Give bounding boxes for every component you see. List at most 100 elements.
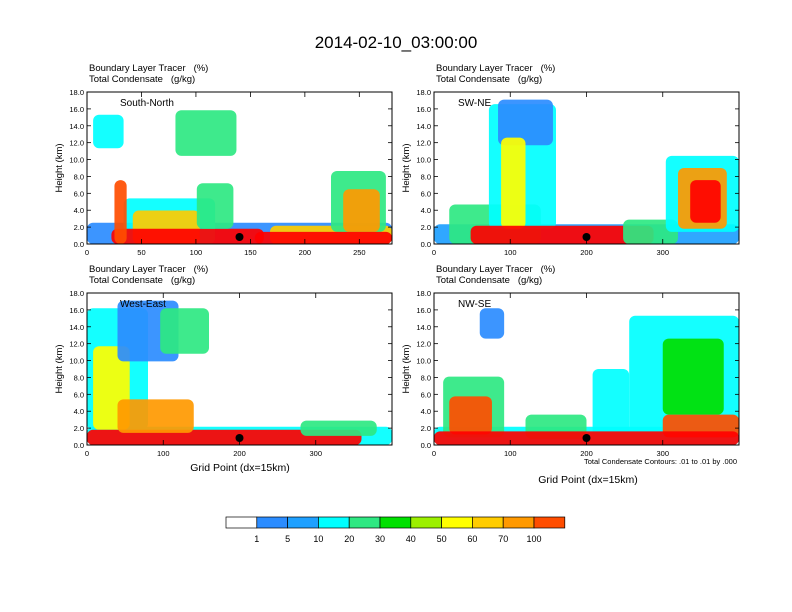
y-tick-label: 0.0 [74, 240, 84, 249]
x-tick-label: 0 [432, 449, 436, 458]
panel-3: 0.0 2.0 4.0 6.0 8.0 10.0 12.0 14.0 16.0 18.0 0 100 2… [69, 289, 393, 458]
x-tick-label: 100 [190, 248, 203, 257]
tracer-units: (%) [193, 264, 209, 275]
ylabel-panel3: Height (km) [54, 344, 65, 393]
y-tick-label: 0.0 [74, 441, 84, 450]
panel-name: South-North [120, 98, 174, 109]
y-tick-label: 8.0 [421, 373, 431, 382]
tracer-field [434, 99, 739, 244]
condensate-label: Total Condensate [436, 74, 510, 85]
xlabel-panel4: Grid Point (dx=15km) [538, 474, 638, 486]
x-tick-label: 300 [656, 449, 669, 458]
y-tick-label: 2.0 [421, 424, 431, 433]
colorbar-swatch [379, 516, 412, 529]
x-tick-label: 300 [309, 449, 322, 458]
colorbar-swatch [256, 516, 288, 529]
y-tick-label: 6.0 [421, 390, 431, 399]
colorbar-swatch [225, 516, 258, 529]
y-tick-label: 14.0 [69, 122, 84, 131]
y-tick-label: 0.0 [421, 240, 431, 249]
condensate-label: Total Condensate [436, 275, 510, 286]
y-tick-label: 0.0 [421, 441, 431, 450]
x-tick-label: 150 [244, 248, 257, 257]
tracer-region [175, 110, 237, 156]
panel4-header: Boundary Layer Tracer (%) Total Condensa… [436, 264, 555, 286]
y-tick-label: 10.0 [416, 156, 431, 165]
contour-note: Total Condensate Contours: .01 to .01 by… [584, 457, 737, 466]
condensate-label: Total Condensate [89, 275, 163, 286]
y-tick-label: 6.0 [74, 189, 84, 198]
colorbar-swatch [410, 516, 442, 529]
x-tick-label: 100 [157, 449, 170, 458]
condensate-label: Total Condensate [89, 74, 163, 85]
tracer-region [254, 231, 392, 244]
colorbar-label: 1 [254, 534, 259, 544]
x-tick-label: 50 [137, 248, 145, 257]
tracer-region [592, 369, 630, 438]
condensate-units: (g/kg) [170, 275, 196, 286]
y-tick-label: 10.0 [69, 357, 84, 366]
y-tick-label: 18.0 [69, 289, 84, 298]
tracer-region [300, 420, 377, 436]
tracer-region [117, 399, 194, 433]
tracer-region [87, 429, 362, 445]
panel-name: NW-SE [458, 299, 491, 310]
condensate-units: (g/kg) [517, 275, 543, 286]
colorbar-label: 10 [313, 534, 323, 544]
y-tick-label: 4.0 [421, 206, 431, 215]
y-tick-label: 8.0 [74, 373, 84, 382]
y-tick-label: 14.0 [416, 122, 431, 131]
y-tick-label: 16.0 [69, 306, 84, 315]
colorbar-label: 40 [406, 534, 416, 544]
panel1-header: Boundary Layer Tracer (%) Total Condensa… [89, 63, 208, 85]
tracer-region [114, 180, 127, 244]
y-tick-label: 2.0 [74, 223, 84, 232]
colorbar-swatch [318, 516, 350, 529]
tracer-region [498, 99, 553, 146]
y-tick-label: 2.0 [421, 223, 431, 232]
tracer-region [449, 396, 492, 435]
y-tick-label: 8.0 [421, 172, 431, 181]
y-tick-label: 18.0 [69, 88, 84, 97]
y-tick-label: 14.0 [69, 323, 84, 332]
colorbar-swatch [287, 516, 319, 529]
panel3-header: Boundary Layer Tracer (%) Total Condensa… [89, 264, 208, 286]
panel-name: SW-NE [458, 98, 491, 109]
x-tick-label: 250 [353, 248, 366, 257]
x-tick-label: 300 [656, 248, 669, 257]
condensate-units: (g/kg) [517, 74, 543, 85]
colorbar-swatch [533, 516, 566, 529]
colorbar-label: 5 [285, 534, 290, 544]
tracer-region [501, 137, 526, 229]
tracer-region [160, 308, 209, 354]
x-tick-label: 0 [85, 248, 89, 257]
y-tick-label: 8.0 [74, 172, 84, 181]
tracer-region [196, 183, 234, 229]
x-tick-label: 0 [85, 449, 89, 458]
tracer-region [623, 219, 678, 244]
panel-1: 0.0 2.0 4.0 6.0 8.0 10.0 12.0 14.0 16.0 18.0 0 50 10… [69, 88, 393, 257]
tracer-units: (%) [193, 63, 209, 74]
colorbar-swatch [502, 516, 535, 529]
y-tick-label: 4.0 [74, 407, 84, 416]
panel-4: 0.0 2.0 4.0 6.0 8.0 10.0 12.0 14.0 16.0 18.0 0 100 2… [416, 289, 740, 458]
y-tick-label: 6.0 [421, 189, 431, 198]
colorbar-label: 50 [437, 534, 447, 544]
colorbar-swatch [348, 516, 381, 529]
tracer-units: (%) [540, 63, 556, 74]
tracer-units: (%) [540, 264, 556, 275]
tracer-region [662, 338, 724, 415]
ylabel-panel2: Height (km) [401, 143, 412, 192]
y-tick-label: 18.0 [416, 88, 431, 97]
tracer-field [434, 308, 739, 445]
y-tick-label: 12.0 [416, 340, 431, 349]
location-marker [582, 233, 591, 241]
y-tick-label: 12.0 [69, 340, 84, 349]
tracer-region [343, 189, 380, 232]
tracer-field [87, 300, 392, 445]
y-tick-label: 4.0 [74, 206, 84, 215]
y-tick-label: 6.0 [74, 390, 84, 399]
tracer-region [93, 114, 124, 149]
tracer-region [690, 180, 721, 223]
y-tick-label: 14.0 [416, 323, 431, 332]
